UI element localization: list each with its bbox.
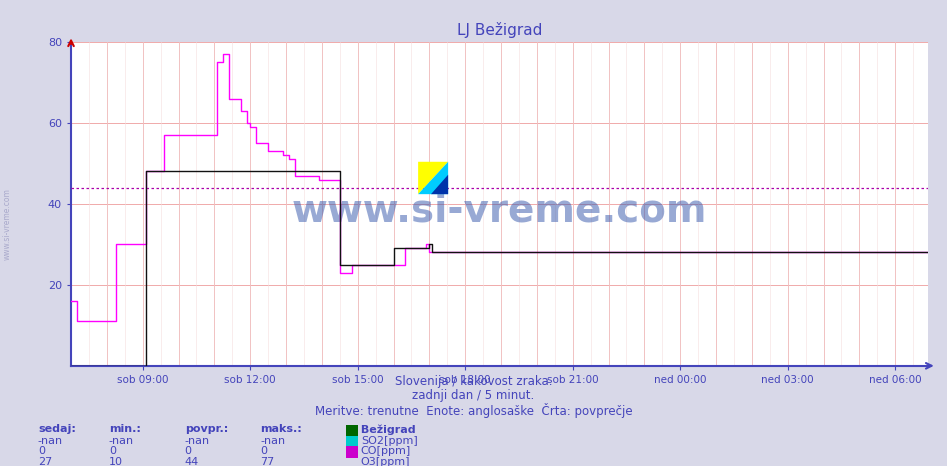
Text: www.si-vreme.com: www.si-vreme.com [292,192,707,229]
Polygon shape [431,175,448,194]
Text: 44: 44 [185,457,199,466]
Text: O3[ppm]: O3[ppm] [361,457,410,466]
Text: LJ Bežigrad: LJ Bežigrad [346,424,416,435]
Text: 0: 0 [38,446,45,456]
Text: -nan: -nan [38,436,63,445]
Text: 0: 0 [109,446,116,456]
Text: -nan: -nan [185,436,210,445]
Text: 27: 27 [38,457,52,466]
Text: min.:: min.: [109,424,141,434]
Text: povpr.:: povpr.: [185,424,228,434]
Title: LJ Bežigrad: LJ Bežigrad [456,22,543,38]
Text: CO[ppm]: CO[ppm] [361,446,411,456]
Polygon shape [419,162,448,194]
Text: Slovenija / kakovost zraka.: Slovenija / kakovost zraka. [395,375,552,388]
Text: 77: 77 [260,457,275,466]
Text: -nan: -nan [109,436,134,445]
Text: 10: 10 [109,457,123,466]
Text: zadnji dan / 5 minut.: zadnji dan / 5 minut. [412,389,535,402]
Text: 0: 0 [185,446,191,456]
Text: Meritve: trenutne  Enote: anglosaške  Črta: povprečje: Meritve: trenutne Enote: anglosaške Črta… [314,403,633,418]
Text: sedaj:: sedaj: [38,424,76,434]
Polygon shape [419,162,448,194]
Text: www.si-vreme.com: www.si-vreme.com [3,188,12,260]
Text: maks.:: maks.: [260,424,302,434]
Text: -nan: -nan [260,436,286,445]
Text: SO2[ppm]: SO2[ppm] [361,436,418,445]
Text: 0: 0 [260,446,267,456]
